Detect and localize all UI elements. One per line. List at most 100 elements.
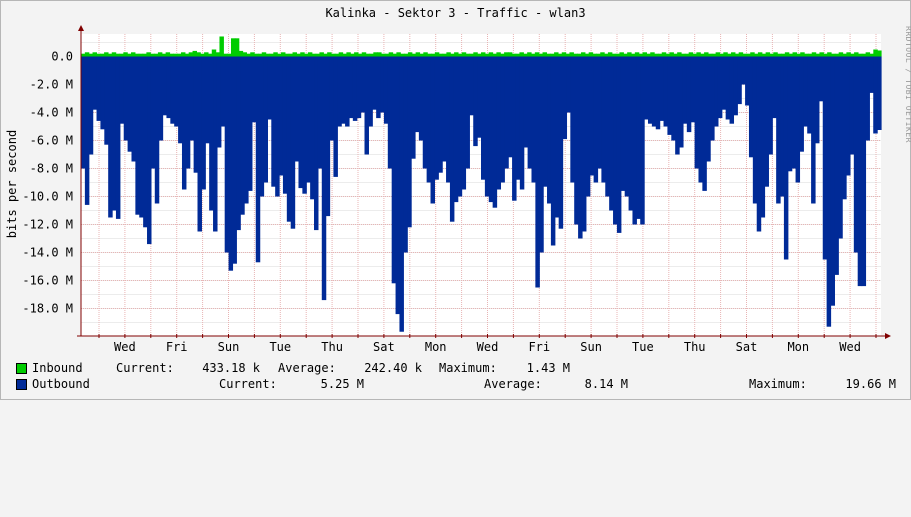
- outbound-bar: [698, 56, 703, 183]
- outbound-bar: [671, 56, 676, 141]
- inbound-bar: [434, 52, 440, 57]
- outbound-bar: [275, 56, 280, 197]
- outbound-bar: [279, 56, 284, 176]
- outbound-bar: [589, 56, 595, 176]
- x-tick-label: Fri: [166, 340, 188, 354]
- outbound-current-value: 5.25 M: [320, 377, 364, 391]
- inbound-bar: [115, 53, 121, 57]
- inbound-bar: [754, 53, 759, 57]
- outbound-bar: [143, 56, 148, 228]
- outbound-bar: [302, 56, 307, 194]
- outbound-swatch: [16, 379, 27, 390]
- traffic-chart: 0.0 -2.0 M -4.0 M -6.0 M -8.0 M -10.0 M -12.0 …: [22, 25, 891, 354]
- x-tick-label: Fri: [528, 340, 550, 354]
- outbound-bar: [787, 56, 793, 172]
- inbound-bar: [488, 52, 494, 57]
- legend: Inbound Current: 433.18 k Average: 242.4…: [16, 361, 896, 393]
- outbound-bar: [360, 56, 366, 113]
- inbound-bar: [577, 53, 582, 57]
- outbound-bar: [714, 56, 719, 127]
- inbound-bar: [707, 53, 713, 57]
- inbound-bar: [181, 52, 186, 57]
- outbound-bar: [795, 56, 801, 183]
- inbound-bar: [354, 52, 359, 57]
- outbound-bar: [628, 56, 634, 211]
- inbound-bar: [684, 53, 690, 57]
- outbound-bar: [667, 56, 672, 135]
- outbound-bar: [193, 56, 199, 173]
- x-tick-label: Wed: [114, 340, 136, 354]
- inbound-bar: [650, 52, 655, 57]
- outbound-bar: [488, 56, 494, 203]
- outbound-bar: [492, 56, 498, 208]
- inbound-bar: [423, 52, 428, 57]
- outbound-bar: [333, 56, 338, 177]
- outbound-bar: [822, 56, 828, 260]
- inbound-bar: [588, 52, 594, 57]
- outbound-bar: [601, 56, 606, 183]
- inbound-bar: [323, 53, 328, 57]
- inbound-bar: [161, 53, 167, 57]
- outbound-bar: [543, 56, 548, 187]
- outbound-bar: [853, 56, 859, 253]
- inbound-bar: [500, 53, 505, 57]
- y-tick-label: -16.0 M: [22, 274, 73, 288]
- outbound-bar: [865, 56, 870, 141]
- inbound-bar: [534, 52, 540, 57]
- outbound-bar: [636, 56, 641, 219]
- inbound-bar: [807, 53, 813, 57]
- inbound-bar: [184, 53, 190, 57]
- inbound-bar: [257, 53, 263, 57]
- inbound-bar: [565, 53, 571, 57]
- outbound-bar: [659, 56, 665, 121]
- inbound-bar: [204, 52, 209, 57]
- inbound-bar: [438, 53, 444, 57]
- outbound-bar: [605, 56, 610, 197]
- inbound-bar: [723, 52, 728, 57]
- inbound-bar: [473, 52, 478, 57]
- inbound-bar: [850, 53, 855, 57]
- inbound-bar: [223, 53, 228, 57]
- x-tick-label: Tue: [269, 340, 291, 354]
- outbound-bar: [729, 56, 735, 124]
- outbound-bar: [399, 56, 404, 332]
- outbound-bar: [725, 56, 731, 120]
- inbound-bar: [815, 53, 821, 57]
- outbound-bar: [830, 56, 835, 306]
- inbound-bar: [857, 53, 863, 57]
- inbound-bar: [169, 53, 174, 57]
- outbound-bar: [216, 56, 222, 148]
- inbound-bar: [250, 52, 255, 57]
- outbound-bar: [481, 56, 486, 180]
- inbound-bar: [431, 53, 436, 57]
- outbound-bar: [108, 56, 113, 218]
- outbound-bar: [434, 56, 439, 180]
- inbound-bar: [215, 52, 221, 57]
- y-axis-arrow: [78, 25, 84, 31]
- outbound-bar: [679, 56, 684, 148]
- inbound-bar: [157, 52, 163, 57]
- inbound-bar: [800, 52, 805, 57]
- outbound-bar: [690, 56, 696, 123]
- x-tick-label: Sun: [580, 340, 602, 354]
- outbound-bar: [88, 56, 94, 155]
- inbound-bar: [400, 53, 405, 57]
- x-tick-label: Sun: [218, 340, 240, 354]
- inbound-bar: [415, 52, 421, 57]
- outbound-bar: [496, 56, 502, 190]
- outbound-bar: [391, 56, 397, 284]
- x-tick-labels: Wed Fri Sun Tue Thu Sat Mon Wed Fri Sun Tue Thu Sat M…: [114, 340, 861, 354]
- outbound-bar: [655, 56, 661, 130]
- outbound-bar: [127, 56, 133, 152]
- outbound-bar: [112, 56, 117, 211]
- inbound-bar: [842, 53, 847, 57]
- outbound-bar: [244, 56, 249, 204]
- inbound-bar: [877, 50, 882, 57]
- inbound-bar: [231, 38, 236, 57]
- outbound-bar: [298, 56, 303, 189]
- inbound-bar: [427, 53, 432, 57]
- outbound-bar: [314, 56, 319, 231]
- inbound-bar: [484, 53, 490, 57]
- inbound-bar: [369, 53, 374, 57]
- outbound-bar: [407, 56, 412, 228]
